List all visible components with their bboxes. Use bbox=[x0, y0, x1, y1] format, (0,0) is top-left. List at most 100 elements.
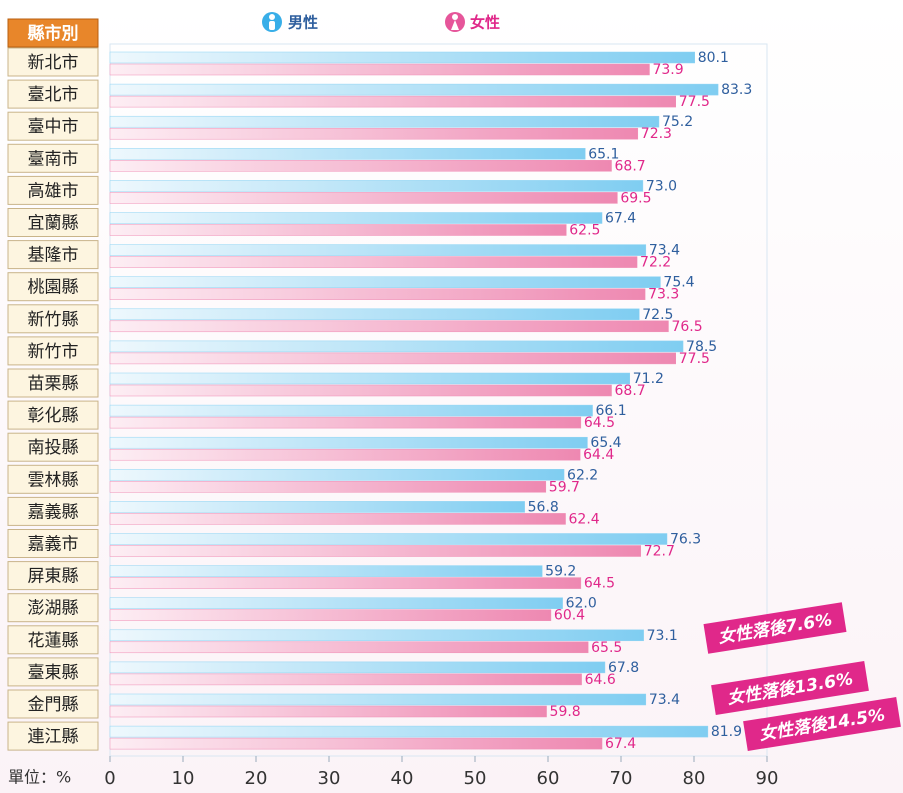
value-label: 59.2 bbox=[545, 564, 576, 580]
bar bbox=[109, 481, 547, 493]
x-tick-label: 10 bbox=[172, 768, 195, 789]
value-label: 75.2 bbox=[662, 114, 693, 130]
value-label: 76.3 bbox=[670, 532, 701, 548]
category-box bbox=[7, 336, 99, 366]
category-box bbox=[7, 240, 99, 270]
bar bbox=[109, 352, 676, 365]
y-tick-label: 南投縣 bbox=[28, 438, 79, 458]
value-label: 73.9 bbox=[652, 62, 683, 78]
value-label: 68.7 bbox=[615, 383, 646, 399]
y-tick-label: 基隆市 bbox=[28, 246, 79, 266]
value-label: 64.5 bbox=[584, 576, 615, 592]
bar bbox=[109, 705, 547, 718]
y-tick-label: 臺北市 bbox=[28, 85, 79, 105]
y-tick-label: 花蓮縣 bbox=[28, 631, 79, 651]
category-box bbox=[7, 496, 99, 526]
value-label: 68.7 bbox=[615, 158, 646, 174]
category-box bbox=[7, 304, 99, 334]
bar bbox=[109, 95, 676, 108]
bar bbox=[109, 256, 638, 268]
bar bbox=[109, 609, 552, 621]
legend-icon-body bbox=[269, 21, 275, 30]
value-label: 65.4 bbox=[590, 435, 621, 451]
bar bbox=[109, 673, 582, 686]
bar bbox=[109, 127, 639, 140]
bar bbox=[109, 577, 582, 589]
value-label: 71.2 bbox=[633, 371, 664, 387]
x-tick-label: 80 bbox=[683, 768, 706, 789]
x-tick-label: 50 bbox=[464, 768, 487, 789]
bar bbox=[109, 597, 563, 609]
y-tick-label: 雲林縣 bbox=[28, 470, 79, 490]
y-tick-label: 臺東縣 bbox=[28, 663, 79, 683]
bar bbox=[109, 180, 644, 192]
bar bbox=[109, 533, 668, 545]
value-label: 60.4 bbox=[554, 608, 585, 624]
plot-frame bbox=[109, 43, 768, 757]
y-tick-label: 苗栗縣 bbox=[28, 374, 79, 394]
x-tick-label: 20 bbox=[245, 768, 268, 789]
category-box bbox=[7, 529, 99, 558]
value-label: 81.9 bbox=[711, 724, 742, 740]
y-tick-label: 高雄市 bbox=[28, 181, 79, 201]
category-box bbox=[7, 143, 99, 173]
y-tick-label: 澎湖縣 bbox=[28, 599, 79, 619]
category-box bbox=[7, 208, 99, 237]
value-label: 72.5 bbox=[642, 307, 673, 323]
bar bbox=[109, 51, 695, 64]
bar bbox=[109, 737, 603, 750]
y-tick-label: 嘉義縣 bbox=[28, 502, 79, 522]
bar bbox=[109, 661, 606, 674]
value-label: 73.1 bbox=[647, 628, 678, 644]
value-label: 78.5 bbox=[686, 339, 717, 355]
y-tick-label: 彰化縣 bbox=[28, 406, 79, 426]
bar bbox=[109, 641, 589, 654]
value-label: 73.4 bbox=[649, 243, 680, 259]
unit-label: 單位：% bbox=[8, 768, 71, 787]
bar bbox=[109, 372, 631, 385]
category-box bbox=[7, 79, 99, 109]
y-tick-label: 新竹縣 bbox=[28, 310, 79, 330]
category-box bbox=[7, 593, 99, 623]
value-label: 72.2 bbox=[640, 255, 671, 271]
value-label: 59.8 bbox=[550, 704, 581, 720]
bar bbox=[109, 725, 709, 738]
value-label: 59.7 bbox=[549, 479, 580, 495]
header-box bbox=[7, 18, 99, 48]
y-tick-label: 臺南市 bbox=[28, 149, 79, 169]
bar bbox=[109, 212, 603, 224]
category-box bbox=[7, 175, 99, 205]
x-tick-label: 40 bbox=[391, 768, 414, 789]
bar bbox=[109, 244, 647, 256]
value-label: 72.7 bbox=[644, 544, 675, 560]
value-label: 69.5 bbox=[620, 190, 651, 206]
bar bbox=[109, 224, 567, 236]
category-box bbox=[7, 561, 99, 591]
bar bbox=[109, 308, 640, 321]
category-box bbox=[7, 272, 99, 302]
legend-icon-head bbox=[452, 14, 458, 20]
value-label: 66.1 bbox=[596, 403, 627, 419]
value-label: 67.4 bbox=[605, 211, 636, 227]
bar bbox=[109, 693, 647, 706]
value-label: 76.5 bbox=[671, 319, 702, 335]
bar bbox=[109, 436, 588, 449]
value-label: 73.0 bbox=[646, 178, 677, 194]
y-tick-label: 新竹市 bbox=[28, 342, 79, 362]
value-label: 62.0 bbox=[566, 596, 597, 612]
legend-icon-head bbox=[269, 14, 275, 20]
value-label: 80.1 bbox=[698, 50, 729, 66]
value-label: 64.6 bbox=[585, 672, 616, 688]
category-box bbox=[7, 432, 99, 462]
value-label: 62.4 bbox=[569, 511, 600, 527]
value-label: 64.5 bbox=[584, 415, 615, 431]
category-box bbox=[7, 368, 99, 398]
bar bbox=[109, 320, 669, 333]
value-label: 77.5 bbox=[679, 94, 710, 110]
bar bbox=[109, 83, 719, 96]
category-box bbox=[7, 625, 99, 655]
bar bbox=[109, 160, 612, 172]
bar bbox=[109, 404, 593, 417]
y-tick-label: 新北市 bbox=[28, 53, 79, 73]
